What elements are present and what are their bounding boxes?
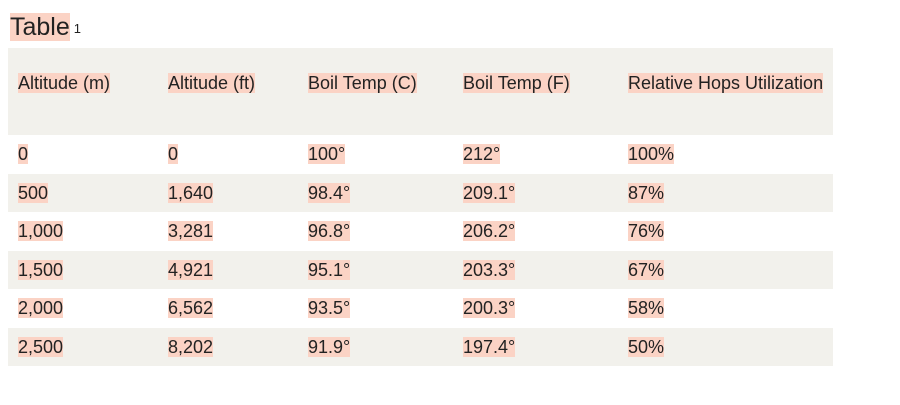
table-cell: 500 (8, 173, 158, 212)
table-cell: 212° (453, 135, 618, 174)
cell-text: 1,500 (18, 259, 64, 280)
table-cell: 203.3° (453, 250, 618, 289)
table-cell: 1,640 (158, 173, 298, 212)
header-text: Altitude (m) (18, 73, 111, 93)
table-cell: 0 (158, 135, 298, 174)
table-cell: 200.3° (453, 289, 618, 328)
table-cell: 6,562 (158, 289, 298, 328)
table-cell: 95.1° (298, 250, 453, 289)
cell-text: 58% (628, 298, 665, 318)
table-header: Altitude (m) Altitude (ft) Boil Temp (C) Bo… (8, 48, 833, 135)
table-cell: 58% (618, 289, 833, 328)
cell-text: 76% (628, 221, 665, 241)
cell-text: 98.4° (308, 182, 351, 203)
header-cell: Boil Temp (C) (298, 48, 453, 135)
table-cell: 93.5° (298, 289, 453, 328)
cell-text: 3,281 (168, 221, 214, 241)
cell-text: 1,640 (168, 182, 214, 203)
header-text: Boil Temp (C) (308, 73, 417, 93)
cell-text: 1,000 (18, 221, 64, 241)
table-cell: 4,921 (158, 250, 298, 289)
header-cell: Relative Hops Utilization (618, 48, 833, 135)
table-row: 500 1,640 98.4° 209.1° 87% (8, 173, 833, 212)
table-cell: 3,281 (158, 212, 298, 251)
cell-text: 96.8° (308, 221, 351, 241)
table-cell: 8,202 (158, 327, 298, 366)
cell-text: 203.3° (463, 259, 516, 280)
table-cell: 2,000 (8, 289, 158, 328)
table-row: 2,000 6,562 93.5° 200.3° 58% (8, 289, 833, 328)
cell-text: 93.5° (308, 298, 351, 318)
cell-text: 87% (628, 182, 665, 203)
cell-text: 95.1° (308, 259, 351, 280)
table-row: 1,000 3,281 96.8° 206.2° 76% (8, 212, 833, 251)
header-text: Relative Hops Utilization (628, 73, 824, 93)
table-row: 2,500 8,202 91.9° 197.4° 50% (8, 327, 833, 366)
table-cell: 197.4° (453, 327, 618, 366)
data-table: Altitude (m) Altitude (ft) Boil Temp (C) Bo… (8, 48, 833, 366)
cell-text: 2,000 (18, 298, 64, 318)
table-cell: 67% (618, 250, 833, 289)
header-text: Boil Temp (F) (463, 73, 570, 93)
table-cell: 98.4° (298, 173, 453, 212)
cell-text: 50% (628, 336, 665, 357)
header-cell: Altitude (ft) (158, 48, 298, 135)
cell-text: 206.2° (463, 221, 516, 241)
table-cell: 209.1° (453, 173, 618, 212)
header-row: Altitude (m) Altitude (ft) Boil Temp (C) Bo… (8, 48, 833, 135)
cell-text: 200.3° (463, 298, 516, 318)
cell-text: 100% (628, 144, 675, 164)
table-row: 1,500 4,921 95.1° 203.3° 67% (8, 250, 833, 289)
table-cell: 96.8° (298, 212, 453, 251)
table-cell: 206.2° (453, 212, 618, 251)
table-cell: 100% (618, 135, 833, 174)
cell-text: 100° (308, 144, 346, 164)
cell-text: 212° (463, 144, 501, 164)
header-cell: Altitude (m) (8, 48, 158, 135)
title-note: 1 (73, 21, 81, 36)
table-cell: 0 (8, 135, 158, 174)
table-row: 0 0 100° 212° 100% (8, 135, 833, 174)
cell-text: 2,500 (18, 336, 64, 357)
table-cell: 76% (618, 212, 833, 251)
cell-text: 4,921 (168, 259, 214, 280)
table-cell: 50% (618, 327, 833, 366)
table-title: Table 1 (8, 10, 83, 44)
cell-text: 0 (168, 144, 179, 164)
cell-text: 500 (18, 182, 49, 203)
cell-text: 91.9° (308, 336, 351, 357)
table-cell: 1,000 (8, 212, 158, 251)
cell-text: 209.1° (463, 182, 516, 203)
header-cell: Boil Temp (F) (453, 48, 618, 135)
table-cell: 1,500 (8, 250, 158, 289)
table-cell: 100° (298, 135, 453, 174)
table-cell: 91.9° (298, 327, 453, 366)
table-body: 0 0 100° 212° 100% 500 1,640 98.4° 209.1° 87% 1,00… (8, 135, 833, 366)
header-text: Altitude (ft) (168, 73, 256, 93)
cell-text: 8,202 (168, 336, 214, 357)
table-cell: 2,500 (8, 327, 158, 366)
cell-text: 6,562 (168, 298, 214, 318)
cell-text: 0 (18, 144, 29, 164)
cell-text: 67% (628, 259, 665, 280)
table-cell: 87% (618, 173, 833, 212)
title-text: Table (10, 13, 70, 41)
cell-text: 197.4° (463, 336, 516, 357)
